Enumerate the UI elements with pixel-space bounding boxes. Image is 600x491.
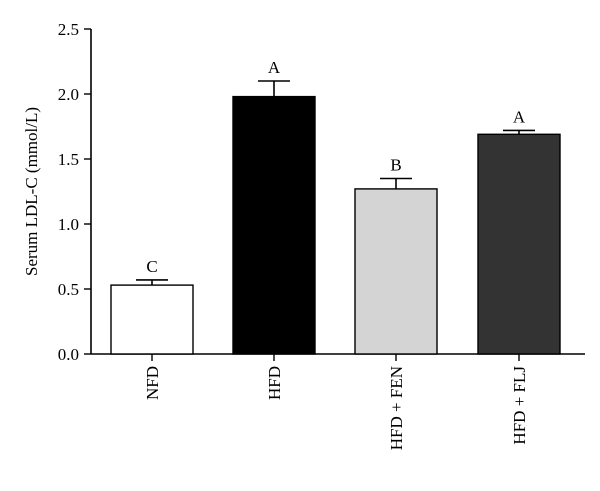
bar	[477, 133, 561, 355]
x-tick-label: HFD	[265, 366, 284, 400]
bar	[110, 284, 194, 355]
bar	[354, 188, 438, 355]
significance-label: A	[268, 58, 281, 77]
x-tick-label: NFD	[143, 366, 162, 400]
y-tick-label: 0.5	[58, 280, 79, 299]
y-tick-label: 1.5	[58, 150, 79, 169]
significance-label: C	[146, 257, 157, 276]
y-axis-title: Serum LDL-C (mmol/L)	[22, 107, 41, 276]
x-tick-label: HFD + FLJ	[510, 366, 529, 445]
significance-label: B	[390, 156, 401, 175]
x-ticks: NFD HFD HFD + FEN HFD + FLJ	[143, 354, 529, 450]
x-axis: NFD HFD HFD + FEN HFD + FLJ	[91, 353, 585, 450]
bar	[232, 95, 316, 355]
significance-label: A	[513, 107, 526, 126]
y-tick-label: 2.0	[58, 85, 79, 104]
y-tick-label: 1.0	[58, 215, 79, 234]
y-ticks: 0.0 0.5 1.0 1.5 2.0 2.5	[58, 20, 91, 364]
y-tick-label: 2.5	[58, 20, 79, 39]
y-tick-label: 0.0	[58, 345, 79, 364]
y-axis: 0.0 0.5 1.0 1.5 2.0 2.5 Serum LDL-C (mmol/L)	[22, 20, 92, 364]
x-tick-label: HFD + FEN	[387, 366, 406, 450]
bars: C A B A	[110, 58, 561, 355]
